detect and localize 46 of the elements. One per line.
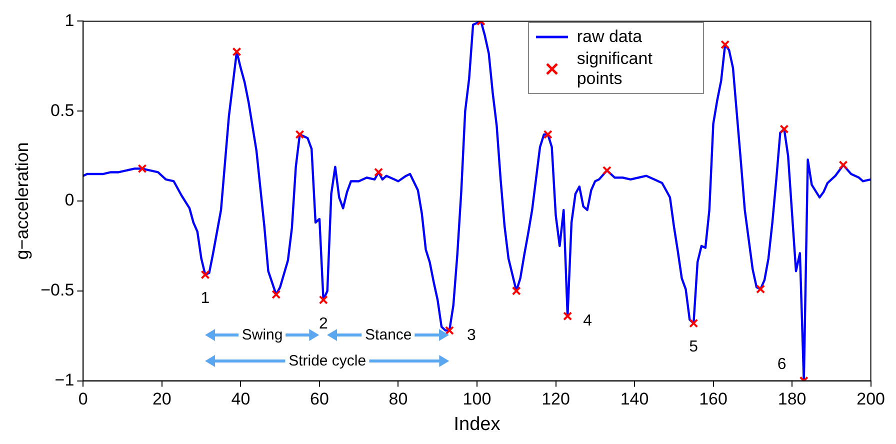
annotation: 6	[777, 356, 786, 374]
point	[563, 312, 572, 321]
annotation: 3	[466, 326, 476, 344]
point	[138, 164, 147, 174]
point	[444, 326, 454, 335]
y-tick-label: −0.5	[40, 280, 74, 300]
y-tick-label: 1	[64, 10, 74, 30]
point	[838, 160, 848, 170]
x-tick-label: 60	[310, 390, 329, 409]
point	[756, 284, 766, 294]
x-tick-label: 180	[778, 390, 806, 409]
point	[543, 130, 552, 140]
x-axis-title: Index	[454, 414, 501, 435]
annotation: 5	[689, 338, 698, 356]
point	[295, 130, 304, 140]
point	[374, 168, 384, 177]
x-tick-label: 100	[462, 390, 492, 409]
point	[318, 295, 328, 304]
y-tick-label: 0.5	[50, 100, 74, 120]
point	[512, 286, 521, 296]
point	[720, 40, 730, 50]
point	[272, 290, 281, 300]
x-tick-label: 20	[152, 390, 172, 409]
y-axis-title: g−acceleration	[12, 142, 32, 260]
legend-label: significant points	[576, 49, 654, 90]
x-tick-label: 200	[856, 390, 886, 409]
point	[200, 270, 210, 280]
x-tick-label: 140	[620, 390, 649, 409]
annotation: Swing	[238, 326, 286, 344]
annotation: 2	[318, 315, 328, 332]
x-tick-label: 0	[78, 390, 88, 409]
annotation: 4	[583, 312, 592, 330]
y-tick-label: 0	[64, 190, 74, 210]
x-tick-label: 40	[231, 390, 250, 409]
annotation: Stride cycle	[286, 352, 370, 370]
x-tick-label: 160	[699, 390, 728, 409]
point	[602, 166, 612, 175]
annotation: Stance	[362, 326, 415, 344]
x-tick-label: 80	[388, 390, 408, 409]
annotation: 1	[200, 290, 210, 308]
legend-label: raw data	[576, 27, 642, 48]
y-tick-label: −1	[54, 370, 74, 390]
point	[689, 318, 698, 328]
point	[232, 47, 242, 56]
x-tick-label: 120	[542, 390, 570, 409]
point	[780, 124, 789, 134]
